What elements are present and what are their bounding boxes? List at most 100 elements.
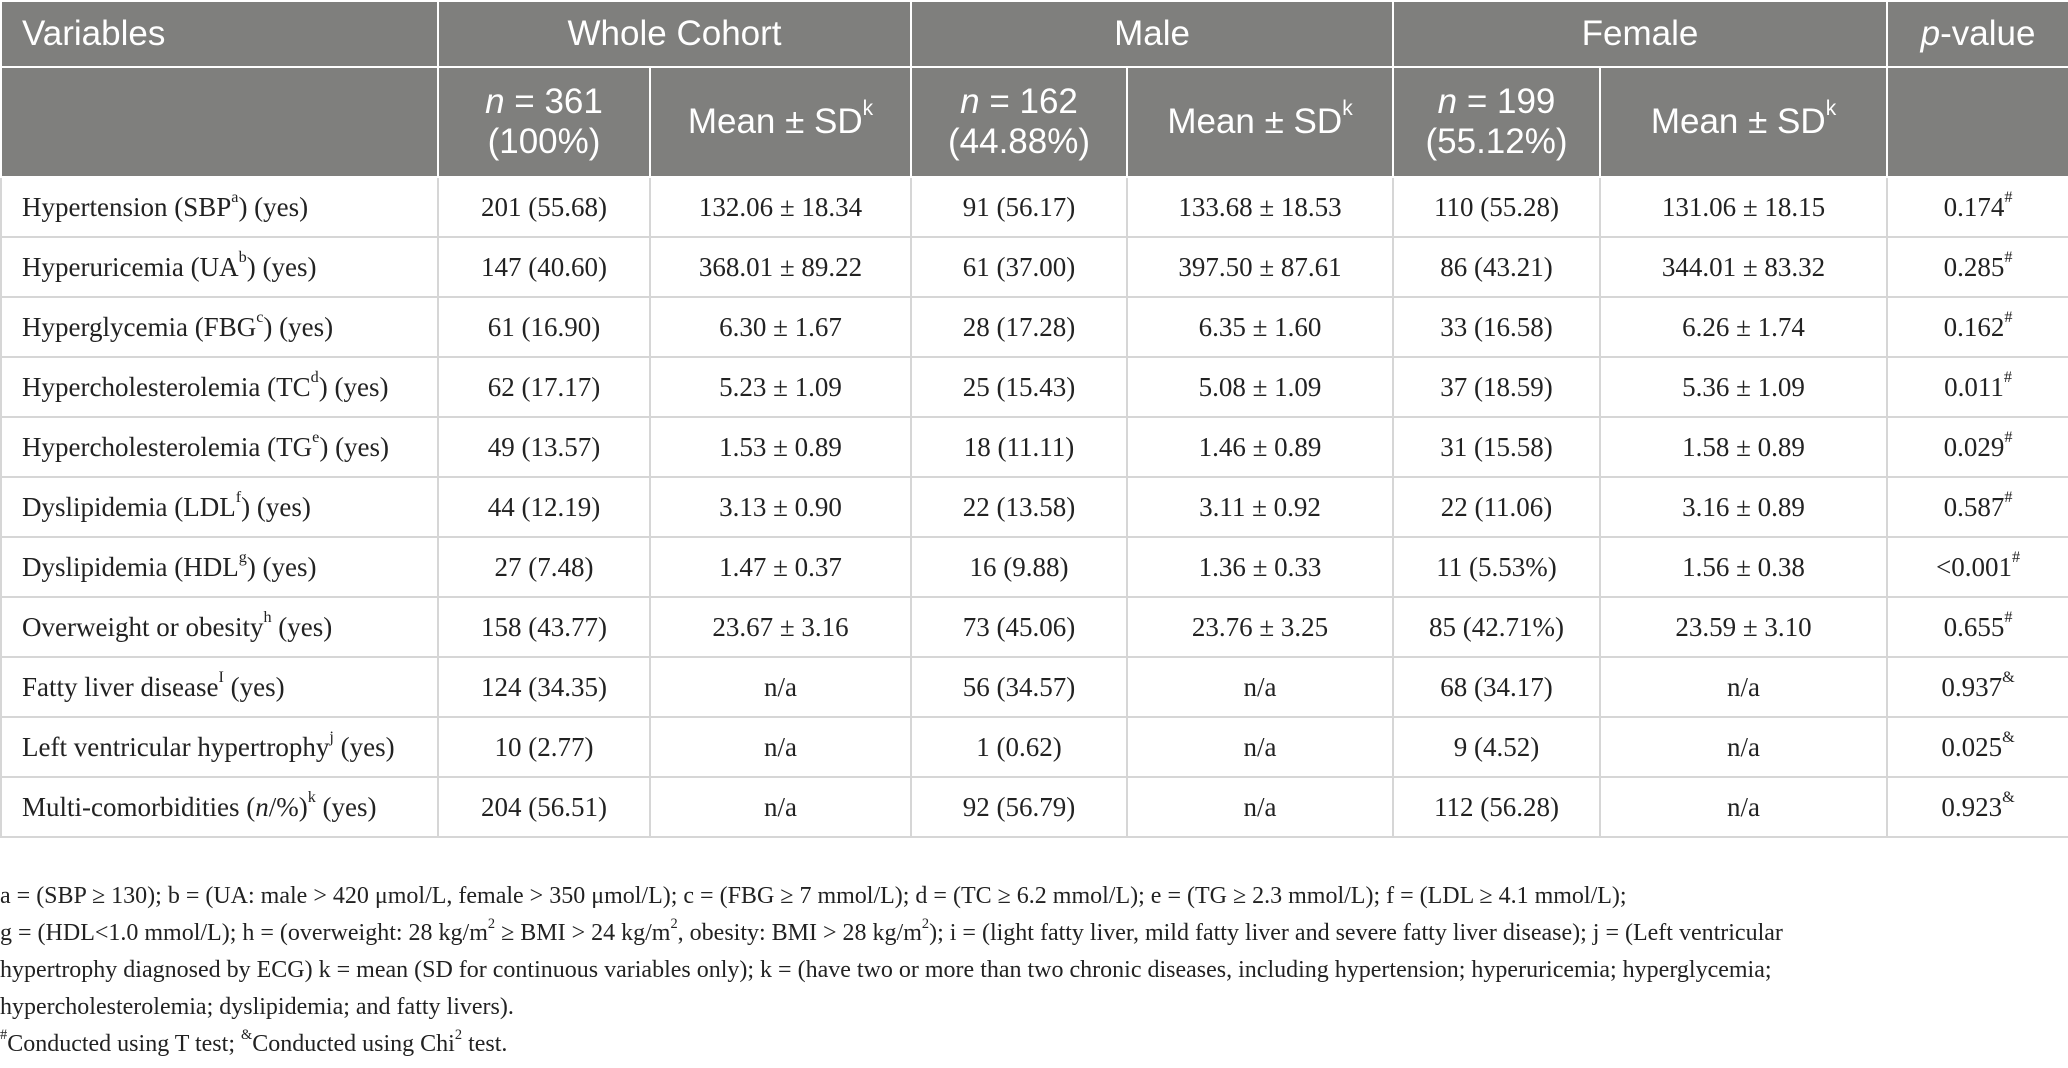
- p-value-superscript: #: [2004, 247, 2013, 266]
- variable-suffix: ) (yes): [238, 191, 309, 222]
- p-value-cell: <0.001#: [1886, 536, 2068, 598]
- female-mean-cell: 131.06 ± 18.15: [1599, 176, 1889, 238]
- mean-sd-label: Mean ± SD: [1167, 102, 1343, 141]
- male-mean-cell: 1.36 ± 0.33: [1126, 536, 1395, 598]
- p-value: 0.025: [1941, 731, 2003, 762]
- male-n-cell: 73 (45.06): [910, 596, 1129, 658]
- p-value-cell: 0.923&: [1886, 776, 2068, 838]
- variable-text: Hypercholesterolemia (TC: [22, 371, 311, 402]
- variable-suffix: (yes): [223, 671, 285, 702]
- male-n-cell: 28 (17.28): [910, 296, 1129, 358]
- table-row: Hyperuricemia (UAb) (yes) 147 (40.60) 368.…: [0, 236, 2068, 298]
- female-mean-cell: n/a: [1599, 656, 1889, 718]
- table-row: Hyperglycemia (FBGc) (yes) 61 (16.90) 6.30…: [0, 296, 2068, 358]
- table-row: Hypercholesterolemia (TGe) (yes) 49 (13.5…: [0, 416, 2068, 478]
- variable-text: Dyslipidemia (LDL: [22, 491, 236, 522]
- p-value-superscript: #: [2003, 367, 2012, 386]
- variable-suffix: (yes): [271, 611, 333, 642]
- mean-sd-label: Mean ± SD: [687, 102, 863, 141]
- whole-n-value: = 361: [504, 82, 603, 121]
- whole-mean-cell: 368.01 ± 89.22: [648, 236, 913, 298]
- header-p-value: p-value: [1886, 0, 2068, 68]
- subheader-female-mean: Mean ± SDk: [1599, 66, 1889, 178]
- whole-mean-cell: 23.67 ± 3.16: [648, 596, 913, 658]
- table-row: Fatty liver diseaseI (yes) 124 (34.35) n/a…: [0, 656, 2068, 718]
- p-value-superscript: #: [2004, 487, 2013, 506]
- male-n-cell: 22 (13.58): [910, 476, 1129, 538]
- n-symbol: n: [960, 82, 980, 121]
- male-mean-cell: 6.35 ± 1.60: [1126, 296, 1395, 358]
- p-value-superscript: #: [2004, 427, 2013, 446]
- variable-cell: Hypertension (SBPa) (yes): [0, 176, 439, 238]
- female-mean-cell: 23.59 ± 3.10: [1599, 596, 1889, 658]
- p-value-cell: 0.011#: [1886, 356, 2068, 418]
- fn-sup: 2: [670, 915, 678, 932]
- table-row: Left ventricular hypertrophyj (yes) 10 (2…: [0, 716, 2068, 778]
- male-n-percent: (44.88%): [948, 122, 1091, 161]
- variable-text: Overweight or obesity: [22, 611, 264, 642]
- male-mean-cell: n/a: [1126, 776, 1395, 838]
- variable-text: Hypercholesterolemia (TG: [22, 431, 313, 462]
- footnote-line-2: g = (HDL<1.0 mmol/L); h = (overweight: 2…: [0, 915, 2040, 952]
- variable-superscript: d: [310, 367, 319, 386]
- p-value: 0.587: [1943, 491, 2005, 522]
- female-mean-cell: 1.58 ± 0.89: [1599, 416, 1889, 478]
- header-p-rest: -value: [1940, 14, 2036, 53]
- table-footnote: a = (SBP ≥ 130); b = (UA: male > 420 μmo…: [0, 878, 2040, 1063]
- variable-superscript: I: [218, 667, 224, 686]
- variable-cell: Left ventricular hypertrophyj (yes): [0, 716, 439, 778]
- footnote-line-4: hypercholesterolemia; dyslipidemia; and …: [0, 994, 514, 1020]
- whole-n-cell: 158 (43.77): [437, 596, 651, 658]
- female-mean-cell: 6.26 ± 1.74: [1599, 296, 1889, 358]
- table-row: Dyslipidemia (LDLf) (yes) 44 (12.19) 3.13 …: [0, 476, 2068, 538]
- subheader-blank: [0, 66, 439, 178]
- variable-cell: Multi-comorbidities (n/%)k (yes): [0, 776, 439, 838]
- p-value-cell: 0.174#: [1886, 176, 2068, 238]
- male-n-value: = 162: [979, 82, 1078, 121]
- whole-mean-cell: n/a: [648, 776, 913, 838]
- female-n-cell: 31 (15.58): [1392, 416, 1602, 478]
- whole-n-cell: 201 (55.68): [437, 176, 651, 238]
- p-value: 0.655: [1943, 611, 2005, 642]
- fn-sup: &: [240, 1026, 253, 1043]
- fn-sup: 2: [487, 915, 496, 932]
- fn-text: , obesity: BMI > 28 kg/m: [677, 920, 922, 946]
- p-value: 0.162: [1943, 311, 2005, 342]
- variable-superscript: e: [312, 427, 320, 446]
- p-value-cell: 0.162#: [1886, 296, 2068, 358]
- p-value-superscript: &: [2002, 667, 2015, 686]
- variable-cell: Hyperuricemia (UAb) (yes): [0, 236, 439, 298]
- comorbidity-table: Variables Whole Cohort Male Female p-val…: [0, 0, 2068, 838]
- n-symbol: n: [485, 82, 505, 121]
- p-value: 0.937: [1941, 671, 2003, 702]
- female-mean-cell: 344.01 ± 83.32: [1599, 236, 1889, 298]
- p-value-cell: 0.029#: [1886, 416, 2068, 478]
- p-value-cell: 0.937&: [1886, 656, 2068, 718]
- variable-text: Hyperglycemia (FBG: [22, 311, 257, 342]
- p-value-superscript: #: [2004, 187, 2013, 206]
- female-n-cell: 68 (34.17): [1392, 656, 1602, 718]
- variable-superscript: j: [329, 727, 334, 746]
- subheader-male-mean: Mean ± SDk: [1126, 66, 1395, 178]
- p-value-cell: 0.025&: [1886, 716, 2068, 778]
- mean-sd-label: Mean ± SD: [1650, 102, 1826, 141]
- variable-cell: Dyslipidemia (LDLf) (yes): [0, 476, 439, 538]
- whole-n-cell: 10 (2.77): [437, 716, 651, 778]
- variable-superscript: c: [256, 307, 264, 326]
- header-male: Male: [910, 0, 1395, 68]
- variable-cell: Hyperglycemia (FBGc) (yes): [0, 296, 439, 358]
- variable-suffix: ) (yes): [263, 311, 334, 342]
- p-value-cell: 0.285#: [1886, 236, 2068, 298]
- variable-suffix: ) (yes): [318, 371, 389, 402]
- mean-sd-superscript: k: [1825, 97, 1837, 121]
- male-n-cell: 16 (9.88): [910, 536, 1129, 598]
- variable-text: Fatty liver disease: [22, 671, 219, 702]
- male-mean-cell: n/a: [1126, 656, 1395, 718]
- whole-n-cell: 62 (17.17): [437, 356, 651, 418]
- female-n-cell: 85 (42.71%): [1392, 596, 1602, 658]
- p-value-cell: 0.587#: [1886, 476, 2068, 538]
- p-value-superscript: &: [2002, 787, 2015, 806]
- fn-sup: 2: [921, 915, 930, 932]
- fn-text: ≥ BMI > 24 kg/m: [495, 920, 671, 946]
- variable-text: Multi-comorbidities (: [22, 791, 256, 822]
